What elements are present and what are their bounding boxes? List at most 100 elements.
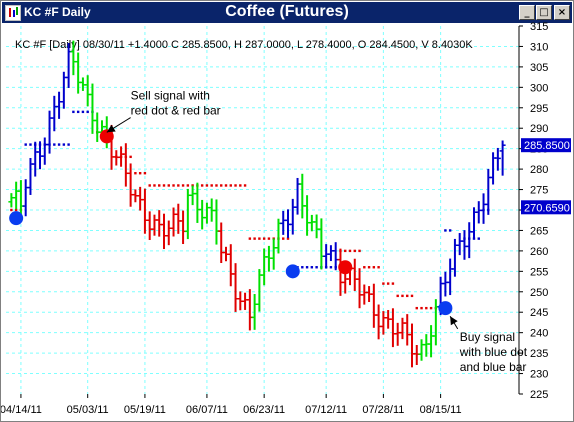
maximize-button[interactable]: □ (536, 5, 552, 20)
stop-dot (401, 294, 404, 298)
stop-dot (215, 184, 218, 187)
title-bar[interactable]: KC #F Daily Coffee (Futures) _ □ × (2, 2, 572, 23)
y-tick-label: 315 (530, 21, 548, 33)
buy-signal-dot (9, 211, 24, 226)
stop-dot (386, 282, 390, 285)
stop-dot (472, 237, 476, 240)
x-tick-label: 06/07/11 (186, 404, 228, 416)
stop-dot (348, 249, 352, 253)
stop-dot (310, 266, 314, 269)
y-tick-label: 310 (530, 41, 548, 53)
y-tick-label: 255 (530, 266, 548, 278)
stop-dot (377, 266, 380, 269)
stop-dot (315, 266, 318, 269)
stop-dot (148, 184, 151, 187)
stop-dot (138, 172, 142, 175)
stop-dot (329, 266, 333, 269)
stop-dot (239, 184, 242, 187)
stop-dot (229, 184, 232, 187)
close-button[interactable]: × (554, 5, 570, 20)
stop-price-label: 270.6590 (521, 200, 571, 215)
stop-dot (477, 237, 480, 240)
stop-dot (200, 184, 204, 187)
stop-dot (181, 184, 185, 187)
last-price-label: 285.8500 (521, 138, 571, 153)
stop-dot (53, 143, 56, 146)
stop-dot (143, 172, 147, 175)
y-tick-label: 275 (530, 185, 548, 197)
last-price-label-text: 285.8500 (524, 140, 570, 152)
y-tick-label: 240 (530, 328, 548, 340)
stop-dot (363, 266, 366, 269)
stop-dot (205, 184, 209, 187)
x-tick-label: 07/12/11 (305, 404, 347, 416)
stop-dot (234, 184, 237, 187)
stop-dot (344, 249, 347, 253)
chart-app-icon[interactable] (5, 5, 21, 21)
chart-title: Coffee (Futures) (225, 3, 349, 20)
stop-dot (67, 143, 70, 146)
stop-dot (444, 229, 447, 232)
stop-dot (172, 184, 175, 187)
y-tick-label: 280 (530, 164, 548, 176)
stop-dot (282, 237, 285, 240)
x-tick-label: 05/19/11 (124, 404, 166, 416)
stop-dot (286, 237, 290, 240)
stop-dot (353, 249, 356, 253)
stop-dot (186, 184, 190, 187)
stop-dot (153, 184, 156, 187)
stop-dot (210, 184, 213, 187)
stop-dot (248, 237, 252, 240)
y-tick-label: 260 (530, 246, 548, 258)
price-bar (499, 140, 506, 176)
y-tick-label: 235 (530, 348, 548, 360)
stop-dot (162, 184, 166, 187)
stop-dot (448, 229, 452, 232)
annotation-arrow-head (450, 316, 458, 326)
price-bar (494, 147, 501, 171)
stop-dot (14, 208, 18, 212)
stop-dot (224, 184, 228, 187)
last-price-label-box (521, 138, 571, 153)
buy-signal-dot (285, 264, 300, 279)
stop-price-label-box (521, 200, 571, 215)
y-tick-label: 230 (530, 369, 548, 381)
signals (9, 129, 453, 316)
annotation-text: and blue bar (460, 360, 527, 374)
stop-dot (258, 237, 261, 240)
stop-dot (86, 110, 89, 114)
stop-dot (24, 143, 27, 146)
info-line: KC #F [Daily] 08/30/11 +1.4000 C 285.850… (15, 39, 473, 51)
stop-dot (243, 184, 247, 187)
stop-dot (301, 266, 304, 269)
annotation-text: Sell signal with (131, 89, 210, 103)
stop-dot (382, 282, 385, 285)
y-tick-label: 290 (530, 123, 548, 135)
stop-dot (81, 110, 85, 114)
y-tick-label: 305 (530, 62, 548, 74)
annotation-text: red dot & red bar (131, 104, 221, 118)
stop-dot (57, 143, 61, 146)
minimize-button[interactable]: _ (519, 5, 535, 20)
stop-dot (76, 110, 80, 114)
stop-dot (191, 184, 194, 187)
stop-dot (262, 237, 266, 240)
annotation-text: with blue dot (459, 345, 528, 359)
price-labels: 285.8500 270.6590 (521, 138, 571, 215)
stop-dot (158, 184, 161, 187)
stop-dot (220, 184, 223, 187)
stop-dot (410, 294, 414, 298)
stop-dot (10, 208, 13, 212)
y-tick-label: 225 (530, 389, 548, 401)
stop-dot (62, 143, 66, 146)
y-tick-label: 265 (530, 225, 548, 237)
stop-price-label-text: 270.6590 (524, 202, 570, 214)
stop-dot (29, 143, 32, 146)
x-tick-label: 05/03/11 (67, 404, 109, 416)
stop-dot (415, 306, 418, 310)
